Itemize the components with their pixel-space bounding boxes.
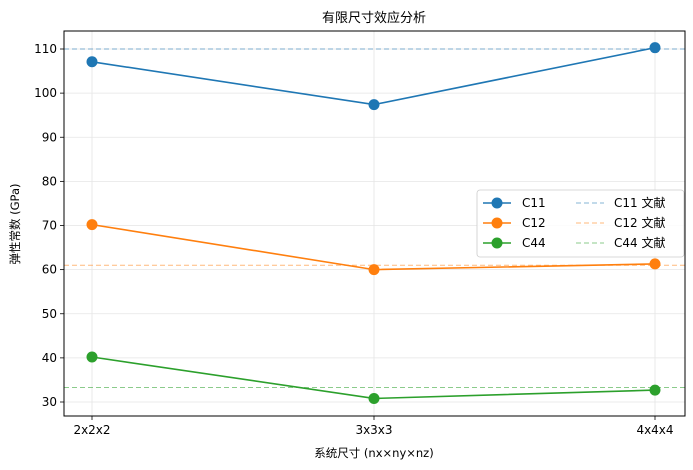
y-tick-label: 50 bbox=[42, 307, 57, 321]
x-axis: 2x2x2 3x3x3 4x4x4 bbox=[73, 416, 674, 437]
data-point bbox=[649, 42, 661, 54]
axes-frame bbox=[63, 30, 686, 417]
legend-label: C44 bbox=[522, 236, 546, 250]
y-tick-label: 80 bbox=[42, 174, 57, 188]
legend-marker-icon bbox=[491, 237, 503, 249]
legend-label: C11 bbox=[522, 196, 546, 210]
y-axis-label: 弹性常数 (GPa) bbox=[8, 183, 22, 264]
y-axis: 30 40 50 60 70 80 90 100 110 bbox=[34, 42, 64, 409]
x-axis-label: 系统尺寸 (nx×ny×nz) bbox=[314, 446, 433, 460]
legend-label: C11 文献 bbox=[614, 195, 665, 210]
legend: C11 C12 C44 C11 文献 C12 文献 C44 文献 bbox=[476, 189, 685, 258]
series-line bbox=[91, 356, 656, 400]
data-point bbox=[86, 219, 98, 231]
series-line bbox=[91, 46, 656, 106]
series-c44 bbox=[86, 351, 661, 404]
y-tick-label: 100 bbox=[34, 86, 57, 100]
y-tick-label: 90 bbox=[42, 130, 57, 144]
legend-label: C44 文献 bbox=[614, 235, 665, 250]
data-point bbox=[368, 392, 380, 404]
data-point bbox=[368, 99, 380, 111]
grid bbox=[64, 31, 685, 416]
chart-title: 有限尺寸效应分析 bbox=[322, 10, 426, 26]
legend-marker-icon bbox=[491, 217, 503, 229]
y-tick-label: 110 bbox=[34, 42, 57, 56]
x-tick-label: 2x2x2 bbox=[73, 423, 110, 437]
series-c12 bbox=[86, 219, 661, 276]
series-c11 bbox=[86, 42, 661, 111]
x-tick-label: 4x4x4 bbox=[636, 423, 673, 437]
legend-label: C12 bbox=[522, 216, 546, 230]
y-tick-label: 40 bbox=[42, 351, 57, 365]
data-point bbox=[86, 56, 98, 68]
y-tick-label: 70 bbox=[42, 219, 57, 233]
data-point bbox=[649, 258, 661, 270]
data-series bbox=[86, 42, 661, 404]
data-point bbox=[649, 384, 661, 396]
data-point bbox=[86, 351, 98, 363]
y-tick-label: 60 bbox=[42, 263, 57, 277]
legend-label: C12 文献 bbox=[614, 215, 665, 230]
data-point bbox=[368, 264, 380, 276]
x-tick-label: 3x3x3 bbox=[355, 423, 392, 437]
legend-marker-icon bbox=[491, 197, 503, 209]
y-tick-label: 30 bbox=[42, 395, 57, 409]
